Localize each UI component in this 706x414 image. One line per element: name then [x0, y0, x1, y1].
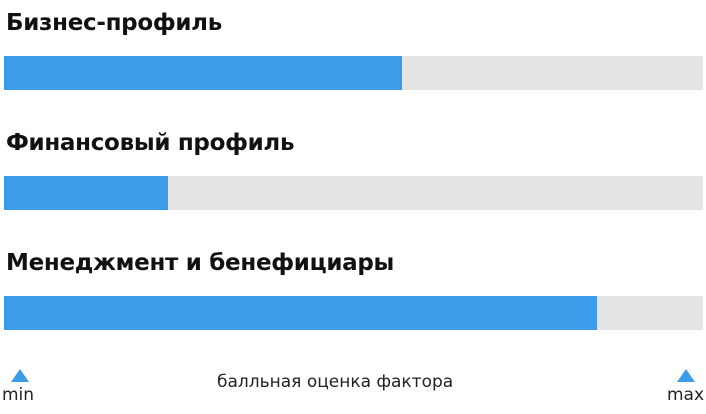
bar-track — [4, 296, 703, 330]
bar-track — [4, 56, 703, 90]
min-label: min — [2, 385, 35, 405]
bar-track — [4, 176, 703, 210]
bar-fill — [4, 296, 597, 330]
x-axis-label: балльная оценка фактора — [217, 372, 454, 392]
min-triangle-icon — [11, 369, 29, 382]
bar-fill — [4, 56, 403, 90]
category-label: Бизнес-профиль — [6, 10, 222, 36]
bar-fill — [4, 176, 169, 210]
max-triangle-icon — [677, 369, 695, 382]
max-label: max — [667, 385, 705, 405]
category-label: Менеджмент и бенефициары — [6, 250, 395, 276]
category-label: Финансовый профиль — [6, 130, 295, 156]
